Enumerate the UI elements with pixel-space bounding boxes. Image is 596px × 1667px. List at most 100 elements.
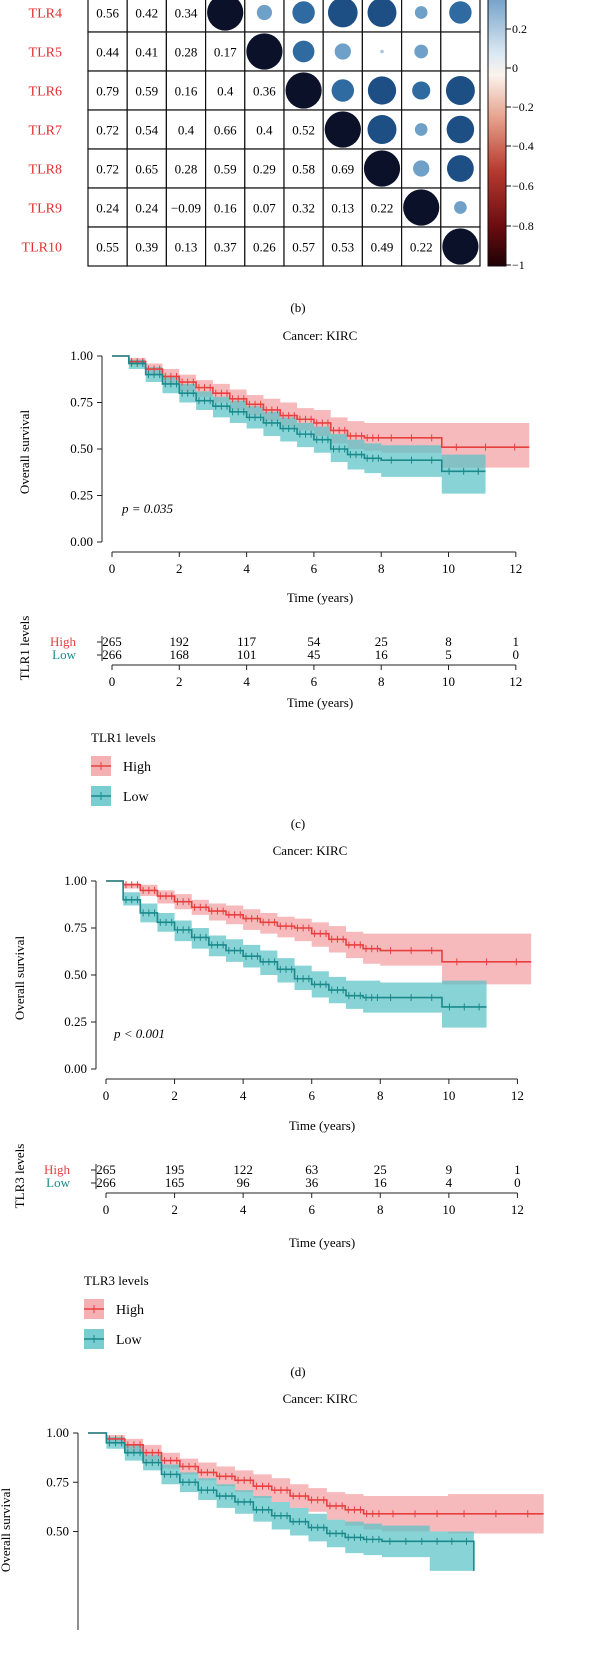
km-plot: 0.50 0.75 1.00 [46,1425,544,1630]
legend-title: TLR3 levels [84,1273,149,1288]
survival-curve-low [88,1432,475,1571]
correlation-value: 0.57 [292,240,315,255]
correlation-value: 0.24 [96,201,119,216]
risk-x-axis-label: Time (years) [287,695,353,710]
x-tick-label: 8 [377,1088,384,1103]
correlation-circle [367,115,397,144]
matrix-cell [87,187,128,228]
panel-d-caption: (d) [290,1364,305,1379]
correlation-matrix-panel: 0.56 0.42 0.34 0.44 0.41 0.28 0.17 0.79 0.59 0.16… [22,0,534,315]
x-tick-label: 2 [176,561,183,576]
y-tick-label: 0.75 [64,920,87,935]
matrix-cell [322,187,364,228]
correlation-value: 0.4 [217,84,234,99]
correlation-circle [403,189,440,226]
risk-count-low: 168 [170,647,190,662]
risk-x-tick-label: 0 [109,674,116,689]
correlation-value: 0.13 [175,240,198,255]
risk-count-high: 265 [96,1162,116,1177]
correlation-value: 0.34 [175,6,198,21]
correlation-value: 0.44 [96,45,119,60]
correlation-circle [412,81,431,100]
risk-count-low: 0 [514,1175,521,1190]
correlation-value: 0.54 [135,123,158,138]
correlation-circle [334,43,351,60]
correlation-circle [414,6,428,19]
matrix-cell [283,187,324,228]
risk-count-high: 25 [374,1162,387,1177]
correlation-circle [292,1,315,24]
correlation-value: 0.72 [96,123,119,138]
matrix-cell [244,226,285,267]
risk-x-tick-label: 4 [240,1202,247,1217]
colorbar-tick-label: −0.2 [512,100,534,114]
x-tick-label: 6 [308,1088,315,1103]
risk-count-low: 266 [102,647,122,662]
correlation-value: 0.17 [214,45,237,60]
correlation-circle [367,0,397,27]
y-tick-label: 0.00 [64,1061,87,1076]
matrix-cell [322,148,364,189]
risk-count-low: 16 [374,1175,388,1190]
y-tick-label: 0.25 [64,1014,87,1029]
risk-count-low: 45 [307,647,320,662]
correlation-value: 0.72 [96,162,119,177]
correlation-value: 0.4 [178,123,195,138]
colorbar-tick-label: −1 [512,258,525,272]
p-value: p = 0.035 [121,501,174,516]
colorbar-tick-label: 0.2 [512,22,527,36]
row-label: TLR7 [29,124,62,139]
legend: TLR3 levels High Low [84,1273,149,1349]
x-tick-label: 10 [442,1088,455,1103]
legend-title: TLR1 levels [91,730,156,745]
risk-x-tick-label: 12 [511,1202,524,1217]
risk-count-low: 5 [445,647,452,662]
correlation-circle [292,40,315,63]
matrix-cell [165,109,207,150]
row-label: TLR4 [29,7,62,22]
risk-count-high: 9 [446,1162,453,1177]
correlation-circle [331,79,355,102]
matrix-cell [165,226,207,267]
risk-row-label-low: Low [46,1175,70,1190]
km-panel-tlr3: Cancer: KIRC 0.000.250.500.751.000 2 4 6 8 10… [12,843,532,1379]
risk-count-high: 25 [375,634,388,649]
matrix-cell [440,31,481,72]
correlation-circle [413,160,430,177]
correlation-value: 0.59 [135,84,158,99]
correlation-value: 0.22 [371,201,394,216]
y-axis-label: Overall survival [12,936,27,1021]
correlation-circle [285,72,322,109]
matrix-cell [126,187,167,228]
y-tick-label: 1.00 [64,873,87,888]
correlation-circle [445,76,475,105]
y-tick-label: 1.00 [46,1425,69,1440]
matrix-cell [205,31,246,72]
survival-curve-low [106,880,487,1008]
legend-label-high: High [116,1303,144,1318]
correlation-circle [414,123,428,136]
matrix-cell [205,187,246,228]
risk-x-tick-label: 0 [103,1202,110,1217]
y-axis-label: Overall survival [0,1488,13,1573]
matrix-cell [205,226,246,267]
matrix-cell [165,0,207,33]
correlation-grid: 0.56 0.42 0.34 0.44 0.41 0.28 0.17 0.79 0.59 0.16… [87,0,481,267]
y-tick-label: 0.50 [70,441,93,456]
correlation-circle [454,201,467,214]
correlation-value: 0.16 [175,84,198,99]
matrix-cell [244,109,285,150]
risk-count-high: 195 [165,1162,185,1177]
risk-x-tick-label: 6 [311,674,318,689]
row-label: TLR6 [29,85,62,100]
x-tick-label: 12 [509,561,522,576]
legend-label-low: Low [116,1333,143,1348]
row-label: TLR10 [22,241,62,256]
row-label: TLR5 [29,46,62,61]
correlation-circle [207,0,244,31]
km-title: Cancer: KIRC [273,843,348,858]
y-tick-label: 0.50 [64,967,87,982]
correlation-value: 0.52 [292,123,315,138]
